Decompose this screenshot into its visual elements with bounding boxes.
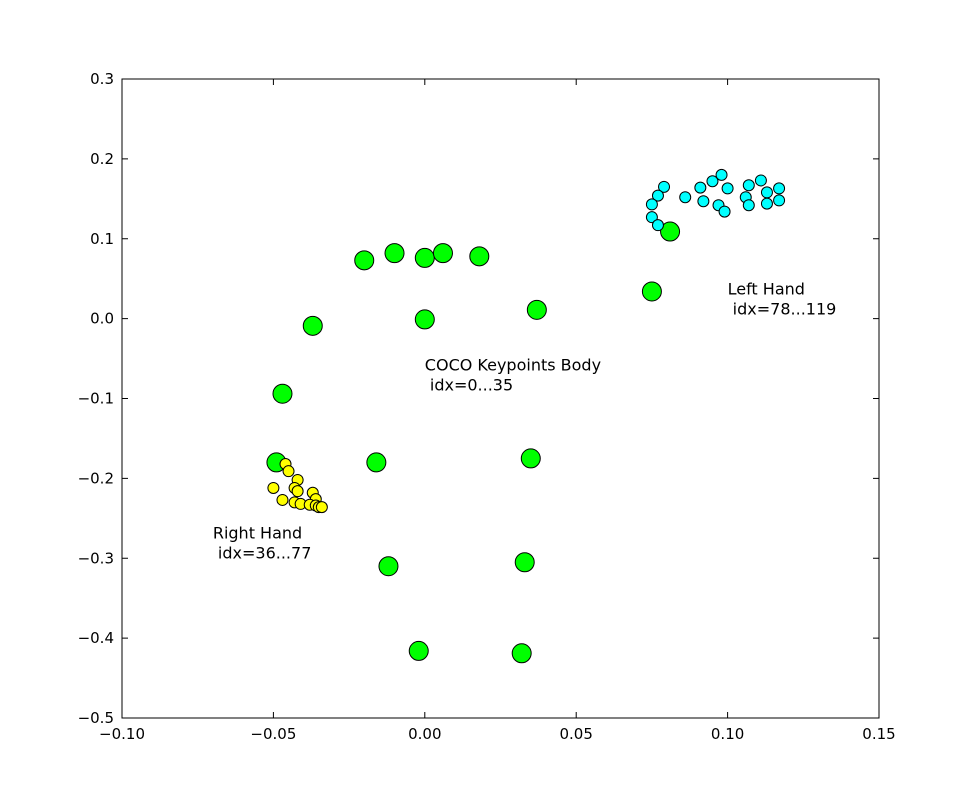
data-points: [266, 168, 786, 664]
data-point: [378, 556, 399, 577]
data-point: [658, 180, 671, 193]
y-tick-label: −0.1: [78, 390, 114, 408]
data-point: [718, 205, 731, 218]
data-point: [760, 186, 773, 199]
y-tick-label: 0.0: [90, 310, 114, 328]
annotation-label: COCO Keypoints Body idx=0...35: [425, 356, 601, 395]
data-point: [267, 481, 280, 494]
data-point: [511, 643, 532, 664]
annotations: Left Hand idx=78...119 COCO Keypoints Bod…: [213, 280, 836, 563]
y-tick-label: 0.3: [90, 70, 114, 88]
data-point: [414, 247, 435, 268]
annotation-line: Left Hand: [728, 280, 805, 299]
data-point: [742, 199, 755, 212]
series-1: [267, 457, 328, 514]
data-point: [302, 315, 323, 336]
y-tick-label: 0.1: [90, 230, 114, 248]
data-point: [408, 640, 429, 661]
data-point: [384, 243, 405, 264]
data-point: [315, 501, 328, 514]
x-tick-label: 0.00: [408, 725, 441, 743]
y-tick-label: −0.5: [78, 709, 114, 727]
data-point: [694, 181, 707, 194]
data-point: [645, 198, 658, 211]
series-2: [645, 168, 786, 232]
annotation-label: Left Hand idx=78...119: [728, 280, 837, 319]
data-point: [773, 194, 786, 207]
data-point: [276, 493, 289, 506]
data-point: [641, 281, 662, 302]
y-tick-label: −0.4: [78, 629, 114, 647]
plot-background: [122, 79, 879, 718]
data-point: [282, 465, 295, 478]
data-point: [272, 383, 293, 404]
data-point: [520, 448, 541, 469]
data-point: [760, 197, 773, 210]
x-tick-label: −0.05: [250, 725, 296, 743]
annotation-line: idx=78...119: [728, 300, 837, 319]
x-tick-label: 0.15: [862, 725, 895, 743]
data-point: [651, 219, 664, 232]
data-point: [291, 485, 304, 498]
data-point: [526, 299, 547, 320]
data-point: [679, 191, 692, 204]
annotation-line: idx=36...77: [213, 543, 312, 562]
data-point: [645, 211, 658, 224]
annotation-label: Right Hand idx=36...77: [213, 523, 312, 562]
data-point: [651, 189, 664, 202]
annotation-line: COCO Keypoints Body: [425, 356, 601, 375]
data-point: [366, 452, 387, 473]
data-point: [721, 182, 734, 195]
y-tick-label: −0.3: [78, 549, 114, 567]
x-tick-label: 0.05: [559, 725, 592, 743]
data-point: [354, 250, 375, 271]
plot-frame: [121, 78, 880, 719]
data-point: [742, 179, 755, 192]
x-tick-label: −0.10: [99, 725, 145, 743]
data-point: [697, 195, 710, 208]
data-point: [715, 168, 728, 181]
data-point: [432, 243, 453, 264]
y-tick-label: 0.2: [90, 150, 114, 168]
data-point: [706, 175, 719, 188]
y-tick-label: −0.2: [78, 469, 114, 487]
annotation-line: Right Hand: [213, 523, 302, 542]
series-0: [266, 221, 681, 664]
data-point: [414, 309, 435, 330]
data-point: [773, 182, 786, 195]
data-point: [514, 552, 535, 573]
annotation-line: idx=0...35: [425, 376, 513, 395]
data-point: [754, 174, 767, 187]
axis-ticks: −0.10 −0.05 0.00 0.05 0.10 0.15 0.3 0.2 0.1 0.0 −0…: [78, 70, 896, 743]
data-point: [469, 246, 490, 267]
x-tick-label: 0.10: [711, 725, 744, 743]
data-point: [660, 221, 681, 242]
